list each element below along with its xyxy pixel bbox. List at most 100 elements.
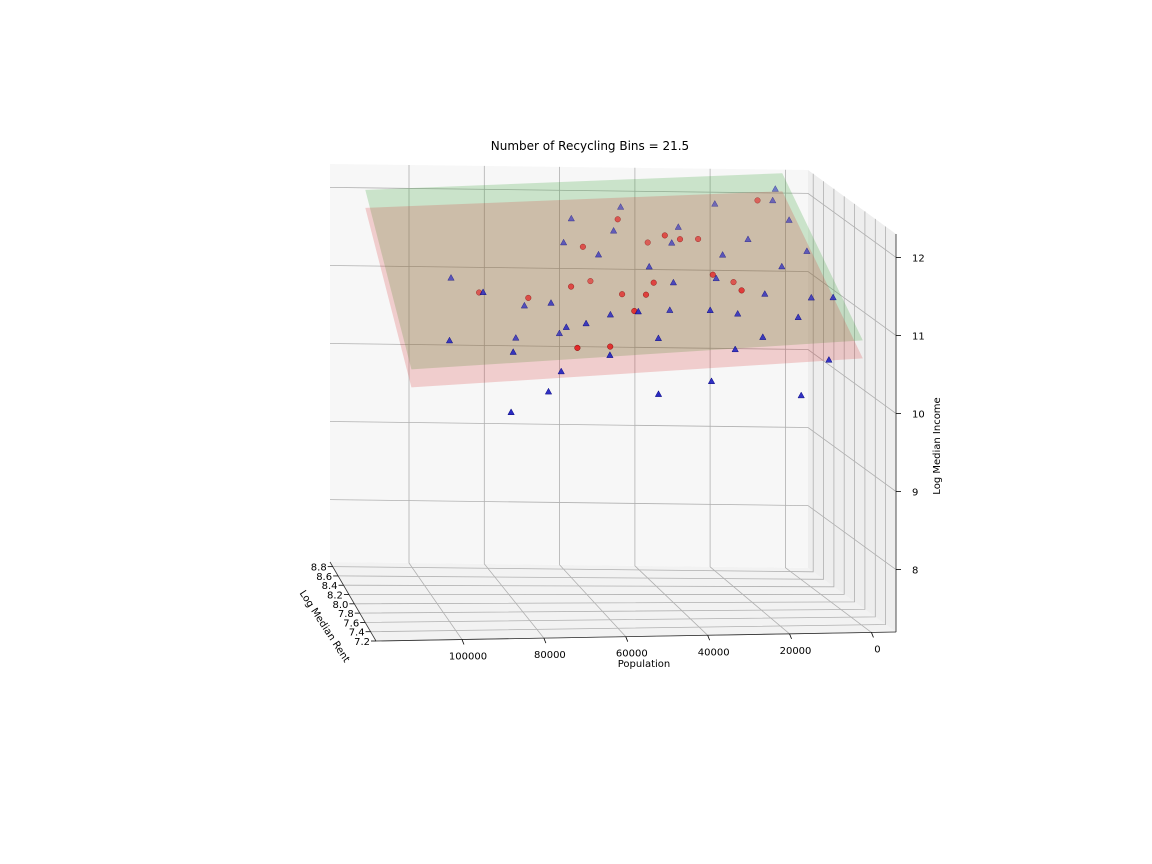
x-tick-mark bbox=[707, 635, 711, 641]
point-series-2-17 bbox=[609, 226, 618, 234]
x-tick-mark bbox=[543, 637, 547, 644]
point-series-2-41 bbox=[829, 293, 837, 301]
point-series-2-35 bbox=[794, 313, 802, 320]
point-series-2-27 bbox=[731, 345, 739, 353]
point-series-2-22 bbox=[669, 278, 678, 286]
x-tick-label: 20000 bbox=[780, 646, 812, 657]
point-series-2-8 bbox=[562, 323, 570, 330]
point-series-1-3 bbox=[579, 243, 586, 250]
point-series-2-30 bbox=[718, 250, 727, 258]
point-series-2-18 bbox=[654, 334, 663, 341]
z-gridline bbox=[329, 343, 897, 414]
point-series-2-14 bbox=[606, 310, 615, 318]
z-axis-ticks: 12 11 10 9 8 bbox=[896, 253, 925, 577]
point-series-2-21 bbox=[666, 306, 674, 313]
point-series-2-4 bbox=[512, 333, 520, 341]
z-tick-label: 8 bbox=[912, 566, 918, 577]
point-series-2-24 bbox=[668, 238, 676, 246]
x-gridline bbox=[408, 165, 463, 640]
x-axis-line bbox=[375, 631, 897, 642]
point-series-2-16 bbox=[634, 307, 642, 315]
back-pane bbox=[330, 164, 808, 568]
point-series-2-20 bbox=[645, 262, 653, 270]
x-tick-mark bbox=[461, 639, 465, 645]
floor-pane bbox=[330, 562, 896, 641]
point-series-2-37 bbox=[825, 355, 833, 363]
point-series-2-28 bbox=[712, 274, 720, 282]
x-gridline bbox=[483, 165, 545, 639]
point-series-1-17 bbox=[676, 236, 684, 243]
point-series-2-40 bbox=[785, 216, 793, 223]
gridlines bbox=[329, 165, 897, 642]
point-series-2-48 bbox=[771, 185, 779, 192]
y-tick-label: 8.0 bbox=[332, 600, 348, 611]
point-series-1-7 bbox=[587, 278, 594, 285]
point-series-2-34 bbox=[744, 235, 752, 242]
z-gridline bbox=[329, 421, 897, 492]
x-tick-mark bbox=[871, 632, 874, 638]
point-series-1-6 bbox=[619, 291, 626, 298]
y-gridline bbox=[370, 226, 886, 633]
x-gridline bbox=[709, 168, 790, 635]
z-axis-label: Log Median Income bbox=[932, 397, 943, 494]
point-series-2-47 bbox=[797, 391, 805, 399]
point-series-2-6 bbox=[520, 301, 529, 309]
point-series-1-4 bbox=[650, 279, 657, 286]
x-gridline bbox=[559, 166, 627, 637]
point-series-1-14 bbox=[574, 344, 581, 351]
y-gridline bbox=[332, 173, 814, 573]
point-series-2-42 bbox=[803, 247, 811, 254]
point-series-1-15 bbox=[644, 239, 651, 246]
point-series-2-5 bbox=[544, 387, 553, 395]
point-series-1-16 bbox=[754, 197, 761, 204]
y-tick-label: 7.2 bbox=[354, 637, 370, 648]
y-axis-ticks: 8.88.68.48.28.07.87.67.47.2 bbox=[311, 563, 376, 648]
x-tick-label: 60000 bbox=[616, 649, 648, 660]
point-series-2-11 bbox=[559, 238, 568, 246]
x-tick-label: 0 bbox=[874, 644, 880, 655]
point-series-2-38 bbox=[769, 196, 777, 204]
side-pane bbox=[808, 170, 896, 632]
point-series-1-2 bbox=[614, 216, 621, 223]
data-points bbox=[445, 185, 837, 415]
y-tick-label: 8.8 bbox=[311, 563, 327, 574]
point-series-2-1 bbox=[445, 336, 454, 344]
x-gridline bbox=[785, 169, 872, 633]
y-gridline bbox=[338, 181, 824, 580]
point-series-1-5 bbox=[642, 291, 650, 298]
point-series-2-12 bbox=[606, 351, 614, 358]
x-tick-mark bbox=[625, 636, 629, 642]
point-series-2-36 bbox=[778, 262, 786, 270]
point-series-1-8 bbox=[709, 271, 716, 278]
y-gridline bbox=[343, 188, 835, 588]
z-tick-label: 12 bbox=[912, 253, 925, 264]
x-gridline bbox=[634, 167, 708, 636]
point-series-1-20 bbox=[695, 235, 702, 243]
point-series-2-15 bbox=[594, 250, 603, 258]
z-gridline bbox=[329, 499, 897, 570]
point-series-2-26 bbox=[674, 223, 682, 230]
y-axis-line bbox=[329, 561, 377, 642]
point-series-2-19 bbox=[616, 203, 625, 210]
point-series-2-39 bbox=[807, 293, 815, 301]
regression-plane-1 bbox=[365, 173, 863, 370]
point-series-2-23 bbox=[707, 377, 716, 384]
x-axis-ticks: 100000 80000 60000 40000 20000 0 bbox=[449, 632, 881, 663]
point-series-2-44 bbox=[507, 408, 515, 415]
y-tick-label: 7.8 bbox=[338, 609, 354, 620]
x-tick-label: 80000 bbox=[534, 650, 566, 661]
point-series-2-33 bbox=[761, 290, 769, 297]
y-tick-label: 7.4 bbox=[349, 628, 365, 639]
z-tick-label: 9 bbox=[912, 488, 918, 499]
x-axis-label: Population bbox=[618, 659, 671, 670]
point-series-2-13 bbox=[567, 214, 575, 222]
point-series-1-13 bbox=[607, 343, 614, 350]
point-series-2-29 bbox=[734, 309, 742, 317]
chart-title: Number of Recycling Bins = 21.5 bbox=[491, 139, 689, 153]
z-tick-label: 11 bbox=[912, 332, 925, 343]
y-gridline bbox=[359, 211, 866, 614]
y-tick-label: 8.6 bbox=[316, 572, 332, 583]
point-series-1-9 bbox=[738, 287, 745, 294]
y-gridline bbox=[365, 218, 876, 623]
